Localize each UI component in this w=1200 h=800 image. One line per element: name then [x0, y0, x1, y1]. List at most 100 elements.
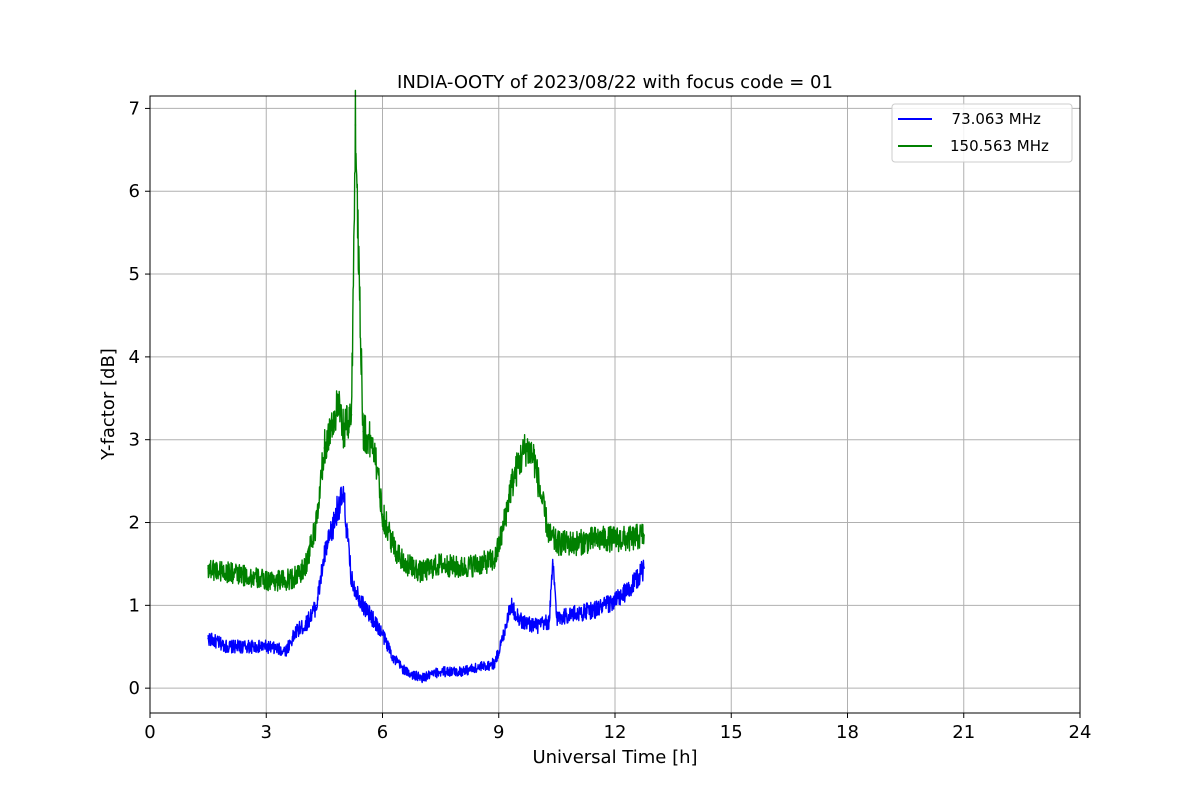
series-0-point: [207, 637, 209, 640]
y-tick-label: 6: [129, 181, 140, 202]
legend-box: [891, 103, 1073, 163]
series-0-point: [478, 666, 481, 669]
series-0-point: [323, 554, 326, 557]
series-0-point: [556, 616, 558, 619]
series-1-point: [323, 447, 326, 449]
x-tick-label: 0: [144, 722, 155, 743]
y-tick-label: 7: [129, 98, 140, 119]
series-0-point: [501, 637, 504, 640]
series-0-point: [381, 633, 384, 636]
series-1-point: [393, 546, 395, 549]
series-1-point: [439, 563, 442, 565]
series-0-point: [614, 600, 616, 602]
x-tick-label: 15: [720, 722, 743, 743]
series-1-point: [350, 414, 353, 416]
series-1-point: [517, 463, 519, 466]
series-1-point: [354, 124, 357, 126]
legend-label-1: 150.563 MHz: [950, 137, 1049, 155]
y-tick-label: 3: [129, 430, 140, 451]
series-0-point: [643, 567, 645, 569]
x-tick-label: 21: [952, 722, 975, 743]
series-0-point: [246, 645, 248, 648]
series-1-point: [420, 571, 423, 574]
series-1-point: [342, 430, 345, 433]
series-1-point: [284, 579, 287, 582]
series-line-0: [207, 485, 645, 684]
series-0-point: [393, 658, 395, 660]
x-tick-label: 18: [836, 722, 859, 743]
series-0-point: [439, 670, 442, 673]
legend-label-0: 73.063 MHz: [942, 110, 1041, 128]
x-tick-label: 12: [604, 722, 627, 743]
series-1-point: [501, 529, 504, 532]
y-tick-label: 5: [129, 264, 140, 285]
series-1-point: [246, 575, 248, 578]
series-0-point: [509, 604, 512, 607]
series-1-point: [556, 542, 558, 545]
series-0-point: [284, 650, 287, 652]
series-0-point: [494, 662, 496, 665]
y-tick-label: 0: [129, 678, 140, 699]
series-0-point: [420, 677, 423, 680]
series-1-point: [304, 567, 306, 569]
series-1-point: [331, 422, 333, 424]
y-tick-label: 2: [129, 513, 140, 534]
x-axis-title: Universal Time [h]: [532, 747, 697, 768]
series-1-point: [404, 563, 407, 565]
series-line-1: [207, 89, 645, 592]
series-1-point: [575, 542, 578, 545]
series-1-point: [548, 534, 550, 536]
series-1-point: [337, 405, 339, 408]
y-axis-title: Y-factor [dB]: [98, 348, 119, 461]
series-1-point: [478, 563, 481, 565]
x-tick-label: 6: [377, 722, 388, 743]
series-1-point: [540, 496, 543, 499]
series-0-point: [521, 621, 523, 623]
series-1-point: [532, 455, 535, 458]
y-tick-label: 1: [129, 595, 140, 616]
series-0-point: [404, 670, 407, 673]
series-1-point: [459, 567, 461, 569]
series-0-point: [594, 608, 597, 611]
series-1-point: [509, 488, 512, 491]
series-1-point: [207, 567, 209, 569]
series-0-point: [226, 645, 229, 648]
series-1-point: [643, 534, 645, 536]
series-0-point: [337, 505, 339, 507]
chart-title: INDIA-OOTY of 2023/08/22 with focus code…: [397, 72, 833, 93]
series-0-point: [350, 579, 353, 582]
series-0-point: [575, 612, 578, 615]
series-0-point: [629, 587, 632, 590]
series-1-point: [594, 538, 597, 540]
x-tick-label: 3: [261, 722, 272, 743]
x-tick-label: 24: [1069, 722, 1092, 743]
series-1-point: [494, 558, 496, 561]
series-1-point: [629, 538, 632, 540]
series-0-point: [304, 625, 306, 627]
series-1-point: [296, 575, 299, 578]
series-layer: [207, 89, 645, 684]
y-tick-label: 4: [129, 347, 140, 368]
series-0-point: [373, 621, 376, 623]
series-0-point: [265, 645, 268, 648]
series-1-point: [315, 521, 318, 524]
x-tick-label: 9: [493, 722, 504, 743]
series-0-point: [315, 604, 318, 607]
series-1-point: [614, 538, 616, 540]
series-1-point: [226, 571, 229, 574]
series-1-point: [525, 447, 527, 449]
series-0-point: [342, 496, 345, 499]
series-0-point: [552, 563, 554, 565]
series-0-point: [459, 670, 461, 673]
series-1-point: [373, 447, 376, 449]
series-0-point: [362, 604, 364, 607]
series-0-point: [536, 625, 539, 627]
series-1-point: [381, 513, 384, 516]
series-1-point: [265, 579, 268, 582]
series-0-point: [548, 621, 550, 623]
series-0-point: [296, 629, 299, 631]
series-0-point: [331, 529, 333, 532]
legend: 73.063 MHz 150.563 MHz: [891, 103, 1073, 163]
